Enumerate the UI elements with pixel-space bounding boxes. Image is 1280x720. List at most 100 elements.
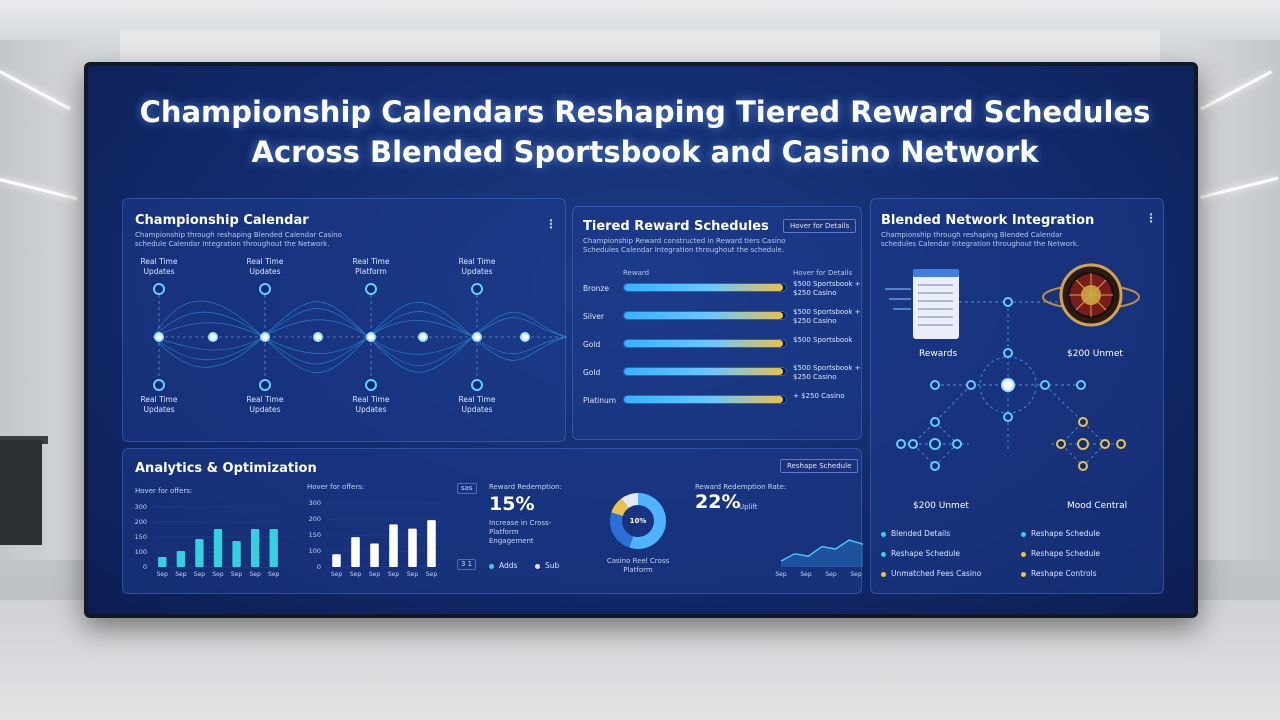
tier-name: Gold: [583, 340, 601, 349]
sportsbook-slip-icon: [885, 269, 959, 339]
donut-slice: [610, 512, 634, 548]
area-line: [780, 539, 863, 562]
y-tick-label: 300: [309, 499, 321, 507]
dashboard-screen: Championship Calendars Reshaping Tiered …: [84, 62, 1198, 618]
chart2-bar: [351, 537, 360, 567]
side-control-bottom[interactable]: 3 1: [457, 559, 477, 570]
donut-slice: [621, 493, 638, 509]
tier-progress-fill: [624, 368, 783, 375]
x-tick-label: Sep: [175, 571, 187, 578]
legend-dot: [881, 531, 886, 537]
tiers-subtitle: Championship Reward constructed in Rewar…: [583, 237, 786, 254]
tier-name: Silver: [583, 312, 605, 321]
chart1-bar: [232, 541, 241, 567]
right-wall: [1190, 40, 1280, 560]
more-menu-icon[interactable]: ⋮: [545, 217, 557, 231]
y-tick-label: 0: [143, 563, 147, 571]
network-legend-item: Unmatched Fees Casino: [881, 569, 981, 578]
chart2-bar: [408, 528, 417, 567]
timeline-label: Real Time Updates: [246, 257, 284, 276]
x-tick-label: Sep: [369, 571, 381, 578]
legend-text: Reshape Schedule: [1031, 549, 1100, 558]
legend-dot: [1021, 531, 1026, 537]
legend-dot: [1021, 571, 1026, 577]
timeline-label: Real Time Updates: [246, 395, 284, 414]
calendar-title: Championship Calendar: [135, 213, 309, 228]
tier-reward-text: $500 Sportsbook + $250 Casino: [793, 364, 861, 381]
dashboard-title: Championship Calendars Reshaping Tiered …: [88, 92, 1194, 172]
x-tick-label: Sep: [331, 571, 343, 578]
legend-text: Blended Details: [891, 529, 951, 538]
x-tick-label: Sep: [850, 571, 862, 578]
network-label-rewards: Rewards: [919, 349, 958, 359]
legend-dot: [881, 571, 886, 577]
tier-reward-text: $500 Sportsbook + $250 Casino: [793, 308, 861, 325]
donut-center-value: 10%: [629, 517, 647, 525]
chart1-bar: [269, 529, 278, 567]
more-menu-icon[interactable]: ⋮: [1145, 211, 1157, 225]
legend-dot: [1021, 551, 1026, 557]
analytics-panel: Analytics & Optimization Reshape Schedul…: [122, 448, 863, 594]
chart1-bar: [195, 539, 204, 567]
title-line-2: Across Blended Sportsbook and Casino Net…: [251, 135, 1039, 169]
network-label-unmet-bottom: $200 Unmet: [913, 501, 969, 511]
reshape-schedule-button[interactable]: Reshape Schedule: [780, 459, 859, 473]
x-tick-label: Sep: [426, 571, 438, 578]
tier-reward-text: + $250 Casino: [793, 392, 845, 400]
tier-name: Platinum: [583, 396, 617, 405]
stat1-legend-sub: Sub: [535, 561, 559, 570]
timeline-label: Real Time Updates: [458, 257, 496, 276]
network-panel: Blended Network Integration ⋮ Championsh…: [870, 198, 1164, 594]
tier-reward-text: $500 Sportsbook + $250 Casino: [793, 280, 861, 297]
legend-dot: [881, 551, 886, 557]
tier-progress-fill: [624, 340, 783, 347]
tier-progress-bar[interactable]: [623, 339, 787, 348]
analytics-title: Analytics & Optimization: [135, 461, 317, 476]
y-tick-label: 0: [317, 563, 321, 571]
donut-slice: [611, 498, 629, 517]
tier-progress-bar[interactable]: [623, 395, 787, 404]
chart2-bar: [332, 554, 341, 567]
x-tick-label: Sep: [249, 571, 261, 578]
timeline-label: Real Time Updates: [140, 257, 178, 276]
legend-text: Unmatched Fees Casino: [891, 569, 982, 578]
tiers-panel: Tiered Reward Schedules Hover for Detail…: [572, 206, 862, 440]
stat1-label: Reward Redemption:: [489, 483, 562, 491]
tier-progress-bar[interactable]: [623, 311, 787, 320]
stat1-legend-adds: Adds: [489, 561, 517, 570]
legend-text: Reshape Controls: [1031, 569, 1097, 578]
network-subtitle: Championship through reshaping Blended C…: [881, 231, 1080, 248]
y-tick-label: 300: [135, 503, 147, 511]
tier-name: Gold: [583, 368, 601, 377]
y-tick-label: 200: [135, 518, 147, 526]
y-tick-label: 150: [135, 533, 147, 541]
floor: [0, 600, 1280, 720]
network-label-mood-central: Mood Central: [1067, 501, 1128, 511]
legend-text: Reshape Schedule: [1031, 529, 1100, 538]
x-tick-label: Sep: [231, 571, 243, 578]
tier-progress-bar[interactable]: [623, 283, 787, 292]
chart2-bar: [427, 520, 436, 567]
chart2-label: Hover for offers:: [307, 483, 365, 491]
x-tick-label: Sep: [194, 571, 206, 578]
network-label-unmet-top: $200 Unmet: [1067, 349, 1123, 359]
timeline-label: Real Time Updates: [352, 395, 390, 414]
tiers-col-reward: Reward: [623, 269, 650, 277]
calendar-timeline-graphic: [152, 283, 567, 391]
chart1-label: Hover for offers:: [135, 487, 193, 495]
legend-dot: [535, 563, 540, 569]
reception-desk: [0, 440, 42, 545]
x-tick-label: Sep: [825, 571, 837, 578]
y-tick-label: 200: [309, 515, 321, 523]
chart2-bar: [370, 543, 379, 567]
tiers-col-details: Hover for Details: [793, 269, 853, 277]
tier-progress-bar[interactable]: [623, 367, 787, 376]
calendar-subtitle: Championship through reshaping Blended C…: [135, 231, 342, 248]
timeline-label: Real Time Updates: [458, 395, 496, 414]
stat1-value: 15%: [489, 493, 535, 515]
stat2-value: 22%: [695, 491, 741, 513]
side-control-top[interactable]: sas: [457, 483, 477, 494]
donut-slice: [629, 493, 666, 549]
hover-details-button[interactable]: Hover for Details: [783, 219, 857, 233]
network-legend-item: Reshape Schedule: [881, 549, 960, 558]
